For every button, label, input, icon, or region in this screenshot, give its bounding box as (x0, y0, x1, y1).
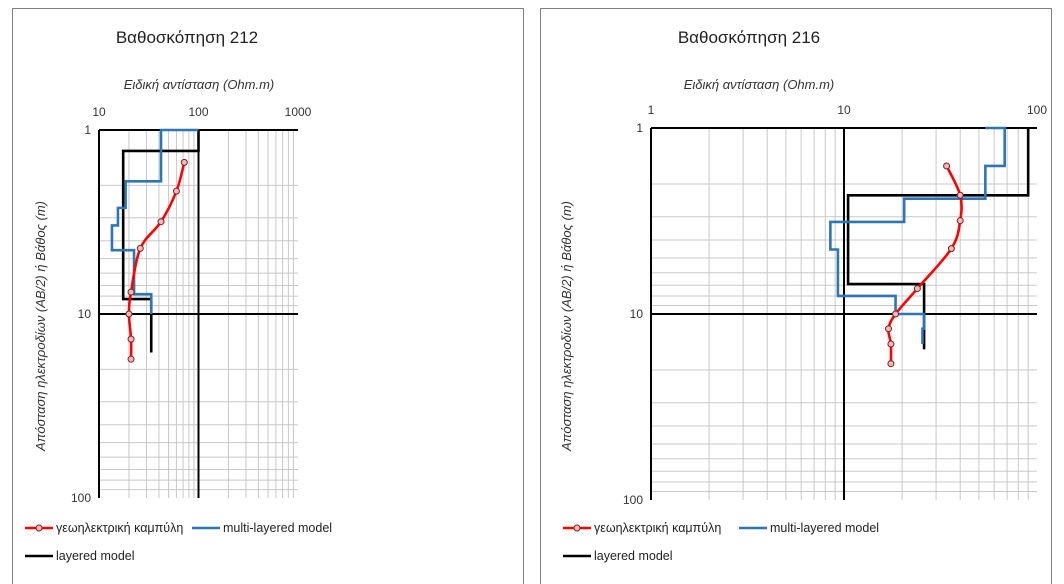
data-point-marker (956, 191, 964, 199)
y-tick-label: 10 (78, 307, 92, 321)
x-tick-label: 1000 (285, 105, 312, 119)
x-tick-label: 100 (188, 105, 208, 119)
legend: γεωηλεκτρική καμπύλη multi-layered model l… (563, 521, 879, 563)
grid (99, 130, 298, 498)
series-line-1 (829, 126, 1006, 345)
x-tick-label: 1 (648, 103, 655, 117)
data-point-marker (913, 285, 921, 293)
chart-panel-212: 10 100 1000 1 10 100 Βαθοσκόπηση 212 Ειδική αντ… (12, 8, 524, 584)
legend-label-0: γεωηλεκτρική καμπύλη (56, 521, 183, 535)
x-tick-label: 100 (1027, 103, 1047, 117)
y-axis-title: Απόσταση ηλεκτροδίων (AB/2) ή Βάθος (m) (559, 201, 574, 452)
data-point-marker (943, 162, 951, 170)
chart-title: Βαθοσκόπηση 216 (678, 28, 820, 47)
y-tick-label: 1 (84, 123, 91, 137)
y-tick-label: 1 (636, 121, 643, 135)
grid (651, 128, 1037, 500)
y-tick-label: 100 (623, 493, 643, 507)
series-line-1 (110, 128, 199, 314)
data-point-marker (127, 335, 135, 343)
data-point-marker (887, 340, 895, 348)
legend-marker (573, 524, 581, 532)
y-axis-title: Απόσταση ηλεκτροδίων (AB/2) ή Βάθος (m) (33, 201, 48, 452)
data-point-marker (884, 325, 892, 333)
data-point-marker (180, 158, 188, 166)
chart-216: 1 10 100 1 10 100 Βαθοσκόπηση 216 Ειδική αντίστ… (559, 28, 1047, 563)
legend-marker (35, 524, 43, 532)
legend-label-1: multi-layered model (223, 521, 332, 535)
legend-label-0: γεωηλεκτρική καμπύλη (594, 521, 721, 535)
legend-label-2: layered model (594, 549, 673, 563)
x-tick-label: 10 (92, 105, 106, 119)
y-tick-label: 10 (630, 307, 644, 321)
legend: γεωηλεκτρική καμπύλη multi-layered model l… (25, 521, 332, 563)
data-point-marker (127, 288, 135, 296)
y-tick-label: 100 (71, 491, 91, 505)
chart-title: Βαθοσκόπηση 212 (116, 28, 258, 47)
legend-label-1: multi-layered model (770, 521, 879, 535)
x-tick-label: 10 (837, 103, 851, 117)
series-line-2 (846, 128, 1030, 350)
x-axis-title: Ειδική αντίσταση (Ohm.m) (124, 77, 275, 92)
data-point-marker (947, 245, 955, 253)
x-axis-title: Ειδική αντίσταση (Ohm.m) (684, 77, 835, 92)
data-point-marker (956, 217, 964, 225)
data-point-marker (125, 310, 133, 318)
data-point-marker (127, 355, 135, 363)
chart-panel-216: 1 10 100 1 10 100 Βαθοσκόπηση 216 Ειδική αντίστ… (540, 8, 1052, 584)
data-point-marker (136, 244, 144, 252)
data-point-marker (892, 310, 900, 318)
data-point-marker (172, 187, 180, 195)
data-point-marker (157, 218, 165, 226)
data-point-marker (887, 360, 895, 368)
legend-label-2: layered model (56, 549, 135, 563)
